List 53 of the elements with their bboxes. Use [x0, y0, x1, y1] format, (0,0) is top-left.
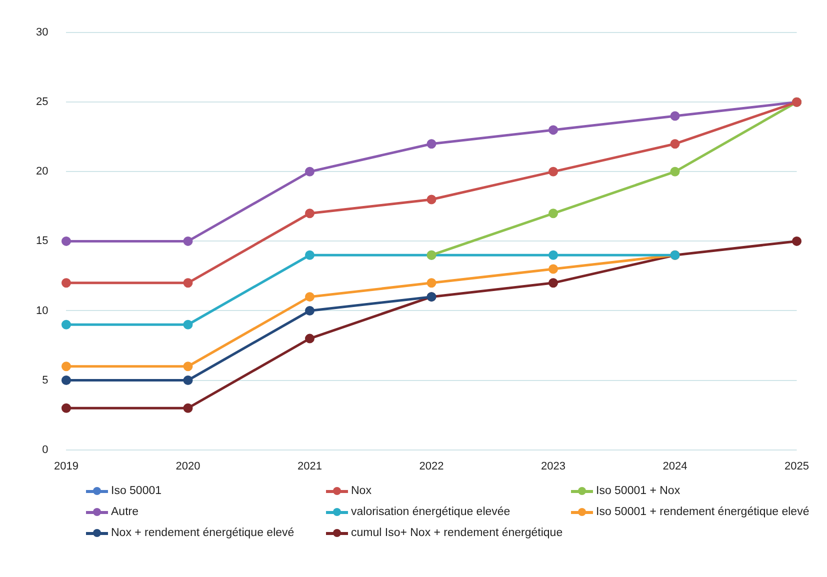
point: [61, 320, 71, 330]
point: [670, 166, 680, 176]
point: [183, 362, 193, 372]
point: [304, 208, 314, 218]
point: [304, 306, 314, 316]
point: [426, 194, 436, 204]
y-tick-label: 20: [36, 166, 48, 178]
point: [61, 278, 71, 288]
x-tick-label: 2023: [541, 460, 566, 472]
point: [183, 278, 193, 288]
point: [61, 403, 71, 413]
point: [304, 334, 314, 344]
y-tick-label: 25: [36, 96, 48, 108]
point: [548, 125, 558, 135]
point: [304, 166, 314, 176]
point: [426, 139, 436, 149]
point: [183, 376, 193, 386]
point: [183, 403, 193, 413]
x-tick-label: 2022: [419, 460, 444, 472]
y-tick-label: 15: [36, 235, 48, 248]
x-tick-label: 2025: [784, 460, 810, 472]
point: [61, 236, 71, 246]
point: [670, 139, 680, 149]
point: [548, 208, 558, 218]
legend-label: Iso 50001: [111, 485, 162, 497]
point: [548, 166, 558, 176]
y-tick-label: 5: [42, 374, 48, 386]
point: [548, 264, 558, 274]
y-tick-label: 0: [42, 444, 48, 456]
point: [61, 362, 71, 372]
legend-label: valorisation énergétique elevée: [351, 506, 510, 518]
x-tick-label: 2020: [176, 460, 200, 472]
point: [548, 250, 558, 260]
legend-label: Autre: [111, 506, 138, 518]
legend-label: Iso 50001 + Nox: [596, 485, 680, 497]
legend-label: Nox + rendement énergétique elevé: [111, 527, 294, 539]
y-tick-label: 30: [36, 26, 48, 39]
x-tick-label: 2024: [662, 460, 688, 472]
x-tick-label: 2019: [54, 460, 78, 472]
point: [61, 376, 71, 386]
point: [304, 292, 314, 302]
legend-label: Iso 50001 + rendement énergétique elevé: [596, 506, 810, 518]
legend-label: cumul Iso+ Nox + rendement énergétique: [351, 527, 563, 539]
legend-label: Nox: [351, 485, 372, 497]
point: [183, 320, 193, 330]
y-tick-label: 10: [36, 304, 48, 317]
point: [670, 111, 680, 121]
point: [548, 278, 558, 288]
point: [183, 236, 193, 246]
point: [426, 278, 436, 288]
x-tick-label: 2021: [298, 460, 322, 472]
point: [792, 236, 802, 246]
point: [304, 250, 314, 260]
